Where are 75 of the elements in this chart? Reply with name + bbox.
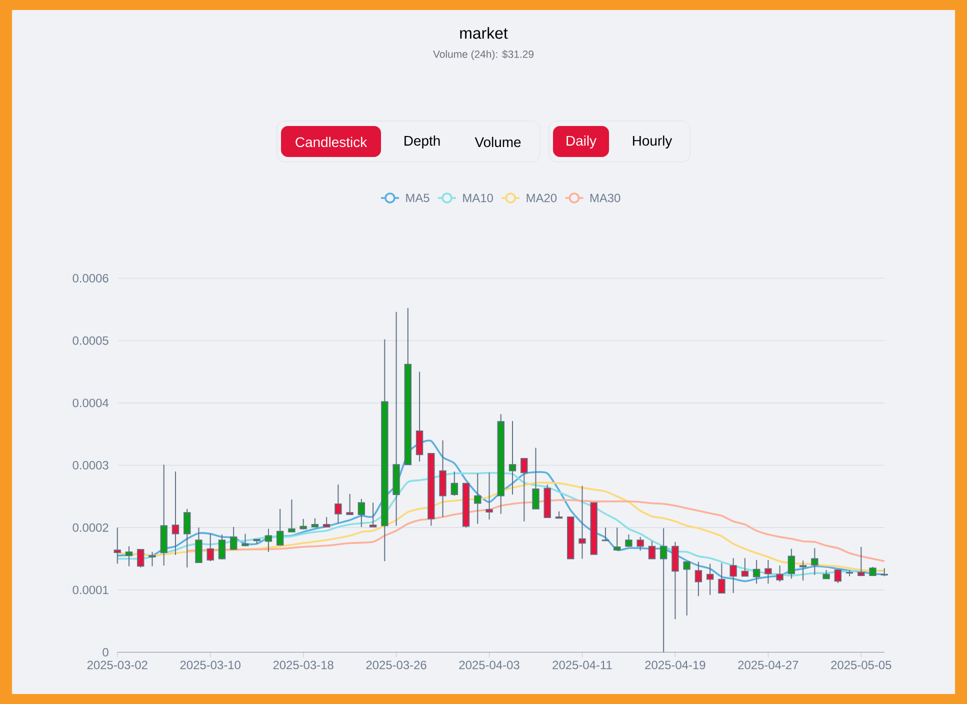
x-tick-label: 2025-04-03 xyxy=(459,660,520,670)
candlestick xyxy=(474,472,482,524)
text: Daily xyxy=(566,135,596,148)
x-tick-label: 2025-03-18 xyxy=(273,660,334,670)
candlestick xyxy=(741,558,749,577)
candlestick xyxy=(858,546,865,577)
text: Depth xyxy=(404,135,440,148)
candlestick xyxy=(520,458,528,522)
legend-label: MA30 xyxy=(590,194,620,202)
y-tick-label: 0.0003 xyxy=(72,461,108,470)
candlestick xyxy=(625,534,632,548)
y-tick-label: 0 xyxy=(102,648,108,656)
candlestick xyxy=(614,527,621,551)
candlestick xyxy=(718,562,726,594)
candlestick xyxy=(358,498,366,528)
candlestick xyxy=(486,472,493,520)
candlestick xyxy=(532,447,540,510)
candlestick xyxy=(694,561,702,597)
x-tick-label: 2025-03-10 xyxy=(180,660,240,670)
candlestick xyxy=(416,371,424,462)
text: Hourly xyxy=(632,135,672,148)
y-tick-label: 0.0001 xyxy=(72,586,108,594)
candlestick xyxy=(334,484,342,524)
candlestick xyxy=(811,548,818,576)
candlestick xyxy=(218,534,226,560)
candlestick xyxy=(683,561,690,616)
candlestick xyxy=(578,485,586,560)
candlestick xyxy=(148,551,156,567)
candlestick xyxy=(322,516,330,528)
candlestick xyxy=(206,533,214,562)
candlestick xyxy=(195,527,202,563)
x-tick-label: 2025-04-19 xyxy=(645,660,706,670)
candlestick xyxy=(508,420,516,496)
candlestick xyxy=(834,569,842,584)
x-tick-label: 2025-03-26 xyxy=(366,660,426,670)
y-tick-label: 0.0002 xyxy=(72,523,108,532)
candlestick xyxy=(706,563,714,596)
candlestick xyxy=(730,558,737,594)
text: Volume xyxy=(474,136,521,148)
candlestick xyxy=(114,527,121,564)
y-tick-label: 0.0006 xyxy=(72,274,108,282)
candlestick xyxy=(788,548,795,580)
candlestick xyxy=(288,499,296,532)
candlestick xyxy=(276,508,284,546)
candlestick xyxy=(799,560,807,582)
x-tick-label: 2025-05-05 xyxy=(831,660,892,670)
candlestick xyxy=(764,559,772,584)
text: Candlestick xyxy=(296,136,368,148)
legend-label: MA20 xyxy=(526,194,557,202)
candlestick xyxy=(137,548,144,568)
candlestick xyxy=(369,502,377,528)
y-tick-label: 0.0004 xyxy=(72,398,109,408)
candlestick xyxy=(346,493,354,515)
x-tick-label: 2025-04-27 xyxy=(738,660,798,670)
candlestick xyxy=(172,470,180,556)
candlestick xyxy=(264,528,272,552)
candlestick xyxy=(300,518,307,530)
candlestick xyxy=(242,533,249,547)
candlestick xyxy=(602,527,610,542)
candlestick xyxy=(450,470,458,496)
candlestick xyxy=(636,536,644,552)
x-tick-label: 2025-04-11 xyxy=(552,660,612,670)
chart-subtitle: Volume (24h): $31.29 xyxy=(433,50,534,60)
legend-label: MA5 xyxy=(406,194,430,202)
candlestick xyxy=(660,528,668,653)
y-tick-label: 0.0005 xyxy=(72,336,108,345)
candlestick xyxy=(648,540,656,560)
x-tick-label: 2025-03-02 xyxy=(87,660,148,670)
candlestick xyxy=(230,526,238,551)
chart-title: market xyxy=(460,27,508,39)
candlestick xyxy=(776,565,784,582)
candlestick xyxy=(752,559,760,584)
candlestick xyxy=(125,546,133,567)
candlestick xyxy=(184,508,191,568)
legend-label: MA10 xyxy=(463,194,493,202)
